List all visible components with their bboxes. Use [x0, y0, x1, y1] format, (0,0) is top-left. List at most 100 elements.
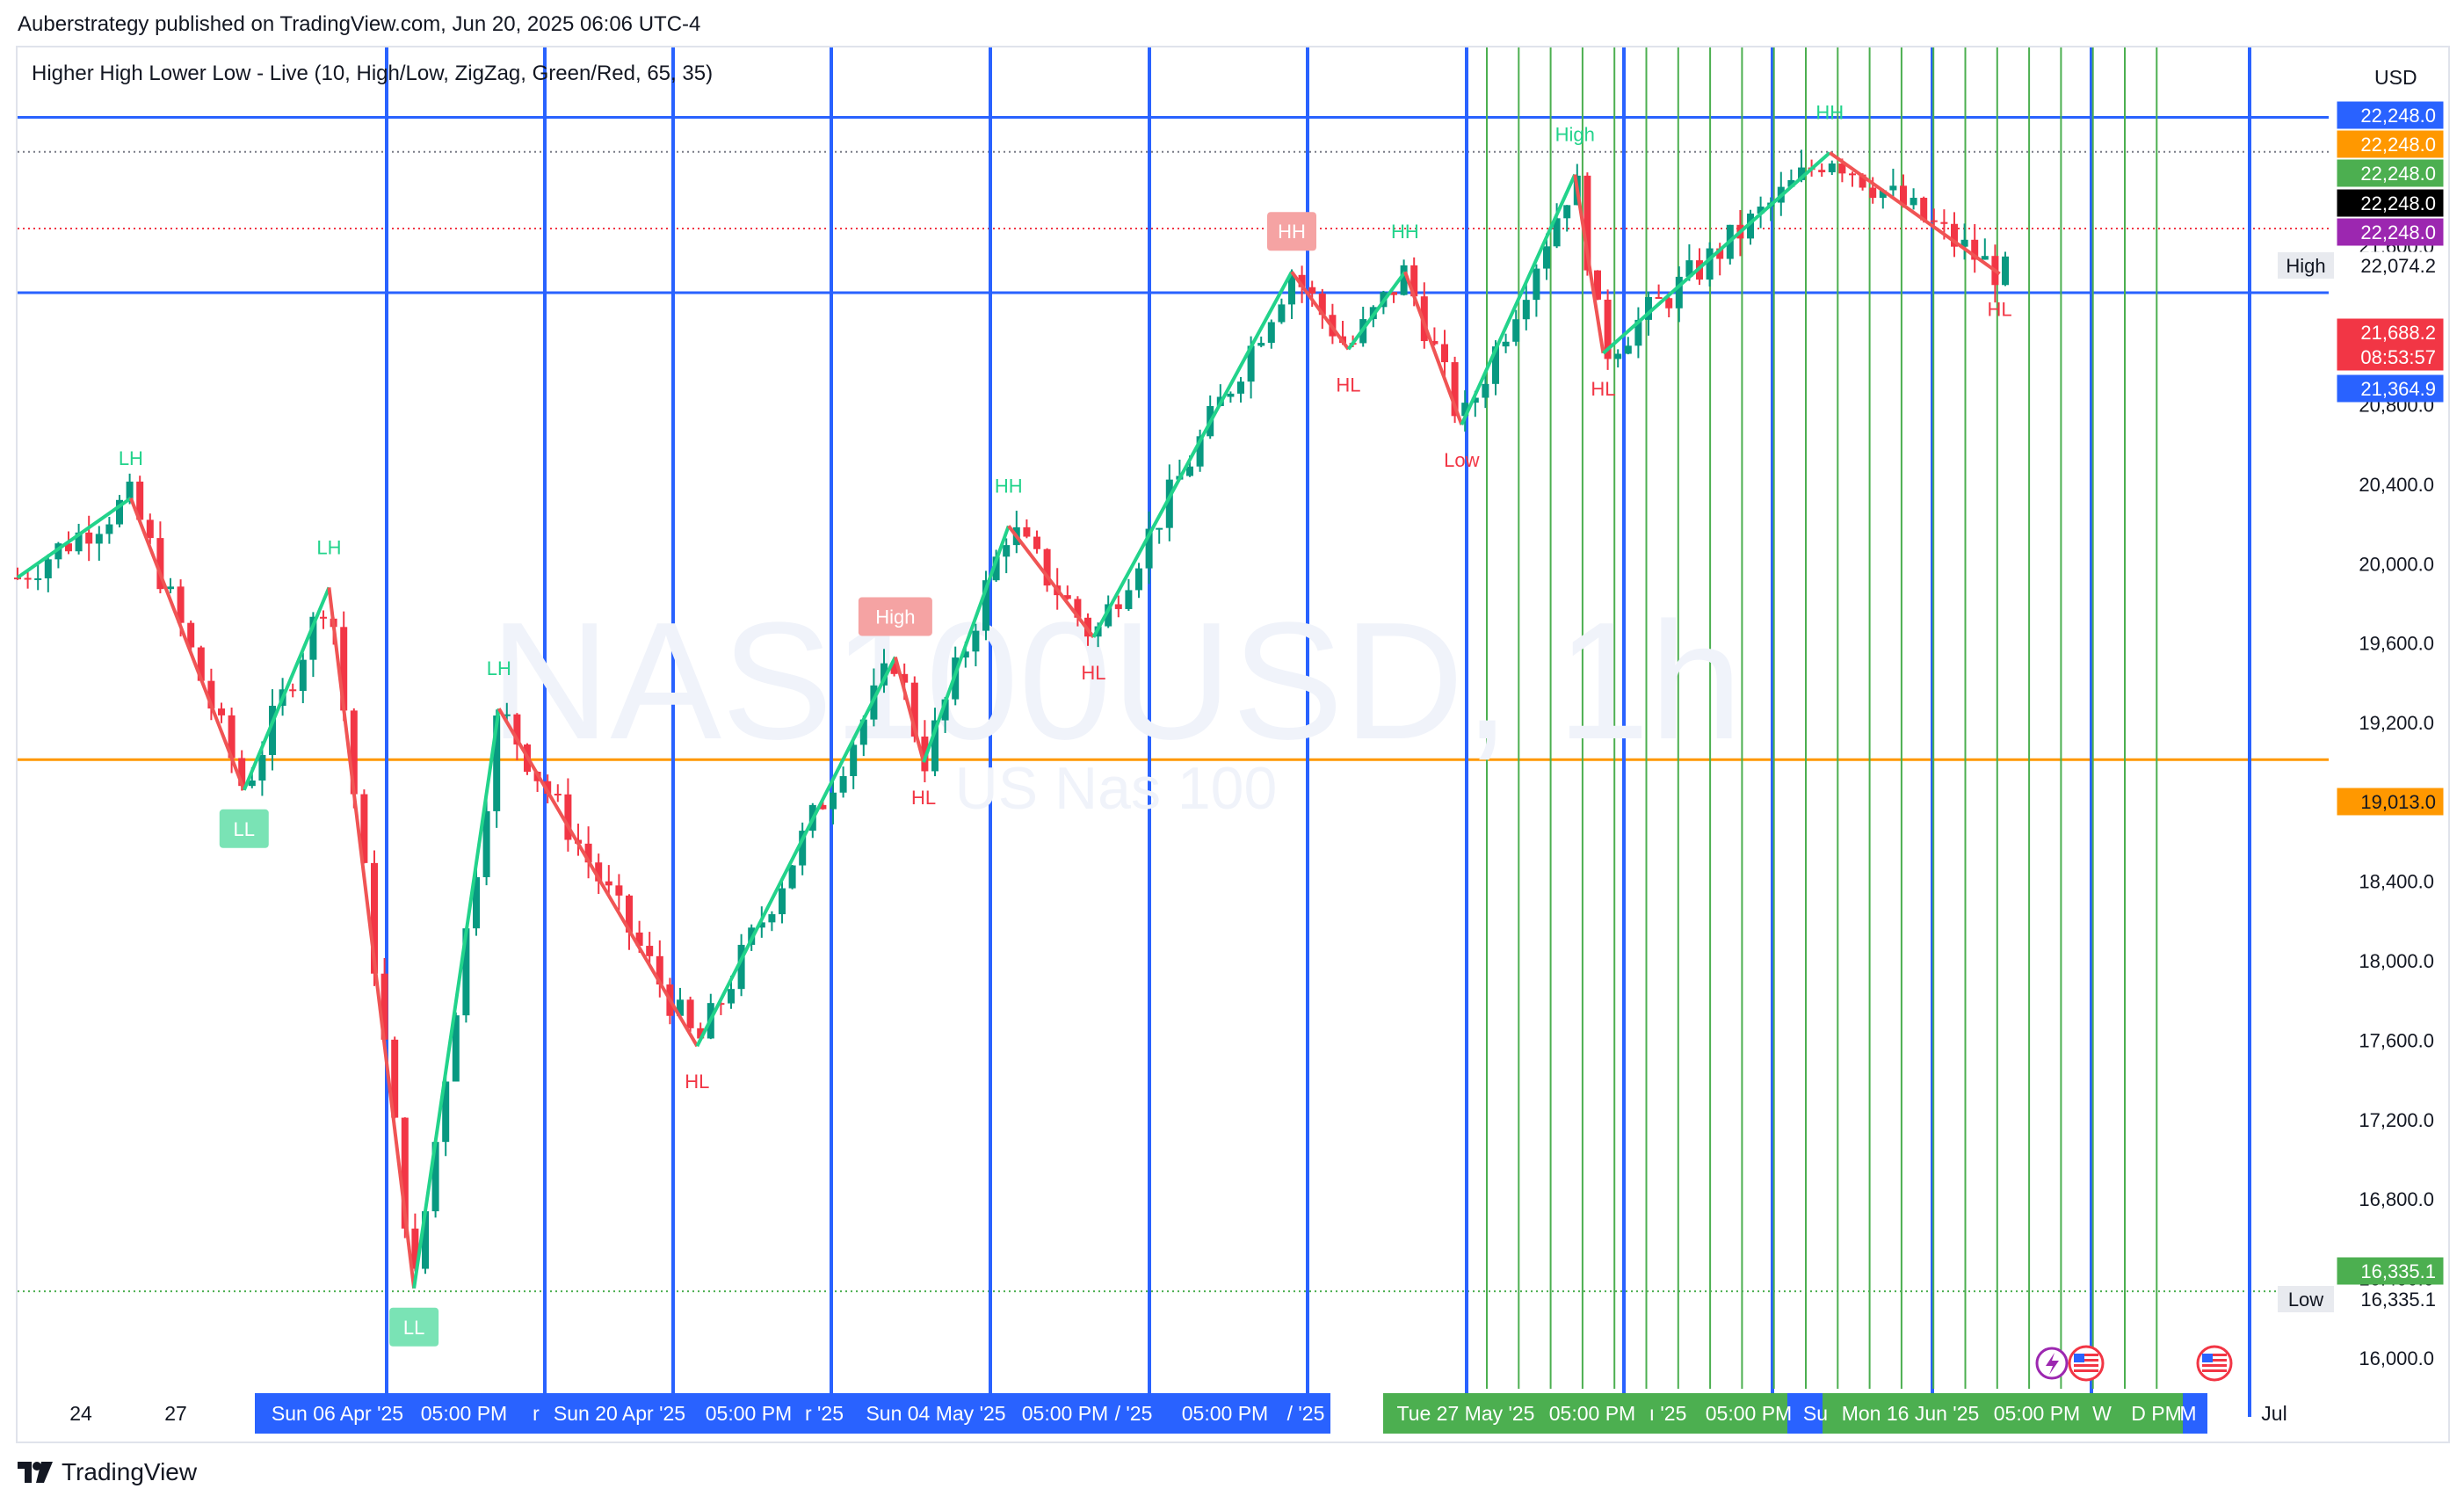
candle-body-69 [717, 1003, 725, 1006]
zigzag-segment-15 [1573, 174, 1605, 354]
tradingview-logo[interactable]: TradingView [18, 1455, 197, 1490]
candle-body-7 [85, 532, 93, 544]
price-tag-10[interactable] [2337, 1257, 2444, 1285]
candle-body-116 [1196, 436, 1204, 467]
candle-body-154 [1583, 175, 1591, 271]
candle-body-163 [1675, 276, 1683, 309]
brand-name: TradingView [62, 1458, 198, 1485]
candle-body-63 [656, 955, 663, 985]
candle-body-189 [1940, 221, 1948, 224]
time-label-10: / '25 [1115, 1402, 1153, 1425]
candle-body-85 [881, 663, 888, 686]
pivot-label-5: HL [685, 1071, 709, 1093]
candle-body-152 [1563, 205, 1571, 219]
price-tag-9[interactable] [2337, 788, 2444, 816]
candle-body-155 [1594, 270, 1601, 300]
candle-body-150 [1543, 246, 1550, 269]
zigzag-segment-13 [1403, 271, 1464, 425]
candle-body-82 [850, 744, 858, 776]
price-tag-label-4: 22,248.0 [2360, 221, 2436, 243]
zigzag-segment-7 [893, 656, 926, 763]
candle-body-95 [982, 580, 989, 631]
time-label-8: Sun 04 May '25 [866, 1402, 1005, 1425]
time-label-22: D PM [2131, 1402, 2182, 1425]
candle-body-10 [116, 499, 123, 525]
zigzag-segment-5 [497, 708, 699, 1048]
candle-body-192 [1971, 239, 1979, 260]
us-flag-icon[interactable] [2196, 1345, 2233, 1382]
price-tick-4: 17,600.0 [2359, 1029, 2434, 1051]
time-label-16: ı '25 [1649, 1402, 1687, 1425]
price-tag-0[interactable] [2337, 101, 2444, 129]
time-label-4: r [533, 1402, 540, 1425]
candle-body-60 [626, 895, 633, 933]
candle-body-101 [1043, 548, 1051, 586]
candle-body-110 [1135, 568, 1142, 591]
time-axis: 24 27 Sun 06 Apr '25 05:00 PM r Sun 20 Apr '2… [69, 1393, 2287, 1434]
candle-body-170 [1747, 213, 1754, 239]
price-tag-4[interactable] [2337, 218, 2444, 246]
candle-body-1 [24, 577, 32, 580]
chart-frame [16, 46, 2450, 1443]
pivot-label-6: High [875, 606, 915, 628]
zigzag-segment-1 [129, 497, 246, 791]
candle-body-62 [646, 946, 654, 956]
price-tick-8: 19,200.0 [2359, 712, 2434, 734]
price-tag-label-0: 22,248.0 [2360, 105, 2436, 127]
price-tag-6[interactable] [2337, 318, 2444, 346]
candle-body-79 [819, 804, 827, 810]
pivot-label-16: HH [1815, 102, 1844, 124]
price-tag-11[interactable] [2337, 1285, 2444, 1313]
candle-body-53 [554, 794, 562, 796]
candle-body-135 [1390, 292, 1397, 295]
candle-body-37 [391, 1039, 399, 1118]
candle-body-56 [584, 843, 592, 863]
candle-body-43 [452, 1015, 460, 1082]
candle-body-179 [1838, 163, 1846, 174]
us-flag-icon[interactable] [2068, 1345, 2105, 1382]
candle-body-100 [1033, 536, 1040, 549]
time-axis-highlight-blue-3 [2183, 1393, 2207, 1434]
price-tag-label-8: 21,364.9 [2360, 378, 2436, 400]
candle-body-149 [1533, 268, 1540, 301]
candle-body-45 [473, 876, 480, 929]
candle-body-81 [839, 775, 847, 793]
pivot-label-7: HL [911, 787, 936, 809]
price-tag-7[interactable] [2337, 343, 2444, 371]
currency-label[interactable]: USD [2374, 66, 2417, 89]
price-tag-5[interactable] [2337, 251, 2444, 280]
candle-body-76 [788, 865, 796, 889]
candle-body-145 [1492, 346, 1499, 384]
price-tag-label-3: 22,248.0 [2360, 192, 2436, 214]
price-tag-2[interactable] [2337, 159, 2444, 187]
candle-body-25 [269, 705, 276, 755]
price-tag-label-9: 19,013.0 [2360, 791, 2436, 813]
candle-body-120 [1237, 381, 1244, 394]
candle-body-80 [830, 792, 837, 810]
candle-body-28 [299, 659, 307, 692]
candle-body-32 [340, 627, 348, 711]
candle-body-35 [371, 862, 378, 974]
price-tick-5: 18,000.0 [2359, 950, 2434, 972]
candle-body-97 [1003, 545, 1011, 557]
candle-body-159 [1634, 319, 1642, 346]
price-tag-8[interactable] [2337, 374, 2444, 403]
price-axis-bg[interactable] [2334, 47, 2448, 1442]
candle-body-128 [1318, 293, 1326, 316]
candle-body-36 [380, 973, 388, 1040]
session-lines [385, 47, 2251, 1417]
time-label-11: 05:00 PM [1182, 1402, 1268, 1425]
indicator-label[interactable]: Higher High Lower Low - Live (10, High/L… [32, 62, 713, 85]
candle-body-65 [677, 999, 684, 1016]
candle-body-47 [493, 715, 501, 811]
price-tag-3[interactable] [2337, 189, 2444, 217]
candle-body-127 [1308, 287, 1316, 294]
candle-body-5 [65, 543, 72, 552]
pivot-label-15: HL [1591, 378, 1615, 400]
candle-body-94 [972, 630, 980, 652]
candle-body-30 [320, 616, 327, 619]
candle-body-14 [156, 538, 164, 590]
time-label-14: Tue 27 May '25 [1397, 1402, 1535, 1425]
price-tag-1[interactable] [2337, 130, 2444, 158]
